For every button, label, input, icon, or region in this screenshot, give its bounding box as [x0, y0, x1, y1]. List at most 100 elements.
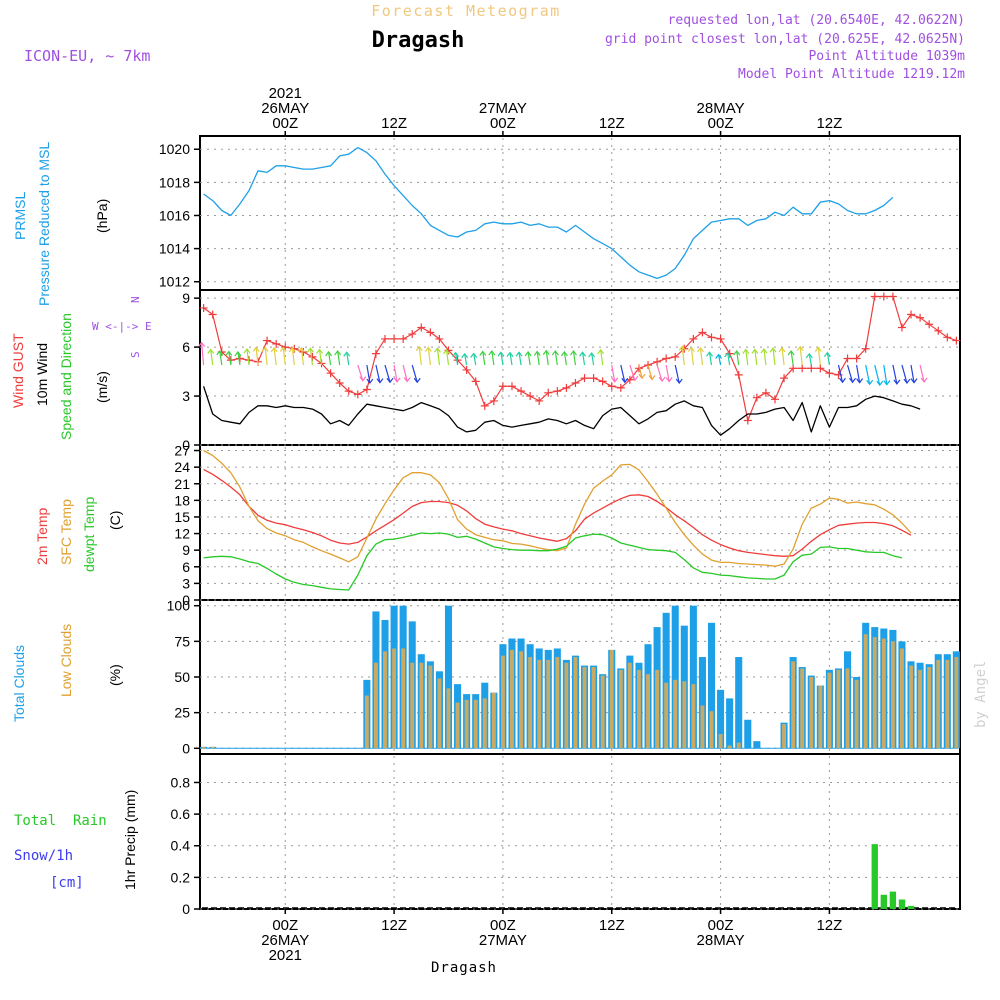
low-cloud-bar — [555, 657, 560, 749]
wind-direction-arrow — [500, 352, 504, 366]
wind-gust-marker — [897, 323, 906, 332]
temp-dewpt-line — [203, 532, 903, 591]
footer-location: Dragash — [431, 960, 497, 976]
wind-ytick-label: 6 — [182, 339, 190, 355]
wind-direction-arrowhead — [261, 346, 269, 352]
wind-direction-arrow — [346, 352, 350, 366]
wind-gust-marker — [698, 328, 707, 337]
temp-ytick-label: 18 — [174, 492, 190, 508]
temp-unit: (C) — [107, 511, 123, 530]
wind-direction-arrowhead — [359, 376, 367, 382]
wind-direction-arrowhead — [579, 351, 587, 357]
low-cloud-bar — [373, 662, 378, 749]
wind-direction-arrow — [228, 351, 232, 366]
total-cloud-bar — [698, 657, 706, 749]
wind-gust-marker — [408, 330, 417, 339]
wind-direction-arrow — [638, 364, 643, 379]
temp-ytick-label: 15 — [174, 509, 190, 525]
wind-label-10m: 10m Wind — [34, 343, 50, 406]
wind-gust-marker — [653, 357, 662, 366]
wind-direction-arrowhead — [611, 377, 619, 383]
total-cloud-bar — [717, 689, 725, 749]
wind-direction-arrow — [291, 347, 295, 366]
top-xtick-label: 00Z — [490, 115, 516, 132]
wind-gust-marker — [580, 374, 589, 383]
low-cloud-bar — [392, 648, 397, 749]
wind-gust-marker — [371, 349, 380, 358]
wind-direction-arrow — [901, 364, 908, 384]
wind-direction-arrow — [581, 352, 586, 366]
wind-gust-marker — [807, 364, 816, 373]
wind-direction-arrow — [717, 354, 722, 366]
wind-direction-arrow — [620, 364, 626, 383]
wind-direction-arrow — [865, 364, 871, 385]
wind-direction-arrow — [273, 347, 277, 366]
wind-direction-arrowhead — [270, 346, 278, 353]
wind-direction-arrowhead — [838, 377, 846, 384]
bottom-xtick-label: 27MAY — [479, 932, 527, 949]
wind-direction-arrow — [237, 351, 241, 366]
wind-direction-arrowhead — [920, 377, 928, 383]
bottom-xtick-label: 00Z — [490, 917, 516, 934]
wind-direction-arrow — [874, 364, 881, 386]
wind-gust-marker — [471, 377, 480, 386]
wind-gust-marker — [208, 310, 217, 319]
wind-gust-marker — [943, 333, 952, 342]
low-cloud-bar — [546, 659, 551, 749]
rain-bar — [907, 905, 915, 909]
wind-direction-arrow — [454, 352, 459, 366]
wind-direction-arrowhead — [866, 379, 874, 386]
low-cloud-bar — [700, 705, 705, 749]
pressure-unit: (hPa) — [94, 199, 110, 233]
wind-direction-arrow — [910, 364, 915, 383]
wind-gust-marker — [344, 387, 353, 396]
wind-direction-arrow — [727, 352, 731, 366]
wind-gust-marker — [571, 379, 580, 387]
wind-direction-arrowhead — [316, 348, 324, 354]
low-cloud-bar — [473, 699, 478, 749]
low-cloud-bar — [927, 667, 932, 749]
wind-direction-arrow — [846, 364, 854, 383]
temp-sfc-line — [203, 449, 912, 567]
wind-gust-marker — [517, 387, 526, 396]
wind-direction-arrow — [754, 349, 758, 366]
wind-direction-arrowhead — [393, 377, 401, 383]
point-altitude: Point Altitude 1039m — [808, 49, 965, 64]
wind-direction-arrowhead — [621, 377, 629, 384]
low-cloud-bar — [437, 678, 442, 749]
low-cloud-bar — [537, 659, 542, 749]
model-label: ICON-EU, ~ 7km — [24, 47, 150, 65]
wind-direction-arrowhead — [279, 346, 287, 352]
wind-gust-marker — [480, 401, 489, 410]
wind-gust-marker — [888, 292, 897, 301]
wind-direction-arrowhead — [216, 350, 224, 356]
wind-direction-arrow — [563, 351, 567, 366]
low-cloud-bar — [383, 651, 387, 749]
wind-direction-arrowhead — [560, 350, 568, 357]
wind-direction-arrow — [491, 350, 495, 366]
wind-direction-arrowhead — [252, 346, 260, 352]
low-cloud-bar — [609, 649, 614, 749]
wind-gust-marker — [671, 352, 680, 361]
low-cloud-bar — [727, 745, 732, 749]
wind-direction-arrowhead — [787, 350, 795, 356]
pressure-ytick-label: 1012 — [159, 274, 190, 290]
wind-gust-marker — [553, 387, 562, 396]
low-cloud-bar — [519, 651, 523, 749]
low-cloud-bar — [872, 637, 877, 749]
wind-gust-marker — [299, 348, 308, 356]
wind-gust-marker — [861, 344, 870, 353]
rain-bar — [871, 844, 878, 909]
wind-gust-marker — [426, 328, 435, 337]
wind-direction-arrowhead — [415, 345, 423, 352]
wind-gust-marker — [381, 334, 390, 343]
wind-direction-arrowhead — [569, 350, 577, 356]
wind-direction-arrow — [375, 364, 381, 383]
precip-ytick-label: 0.2 — [171, 869, 191, 885]
low-cloud-bar — [890, 641, 895, 749]
wind-direction-arrowhead — [658, 376, 666, 383]
wind-direction-arrow — [518, 352, 522, 366]
wind-direction-arrow — [572, 350, 577, 366]
low-cloud-bar — [210, 746, 215, 749]
top-xtick-label: 12Z — [381, 115, 407, 132]
